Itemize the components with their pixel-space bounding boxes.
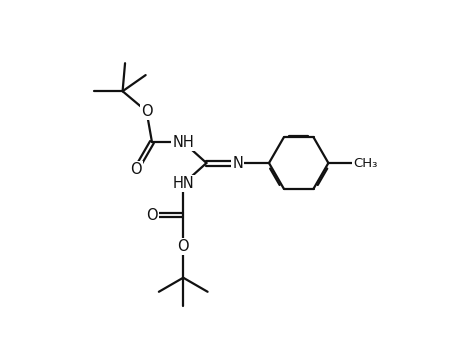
Text: O: O — [146, 208, 157, 223]
Text: O: O — [140, 104, 152, 119]
Text: CH₃: CH₃ — [353, 156, 377, 170]
Text: HN: HN — [172, 176, 193, 192]
Text: O: O — [130, 162, 142, 176]
Text: O: O — [177, 239, 189, 254]
Text: NH: NH — [172, 135, 193, 150]
Text: N: N — [232, 155, 243, 170]
